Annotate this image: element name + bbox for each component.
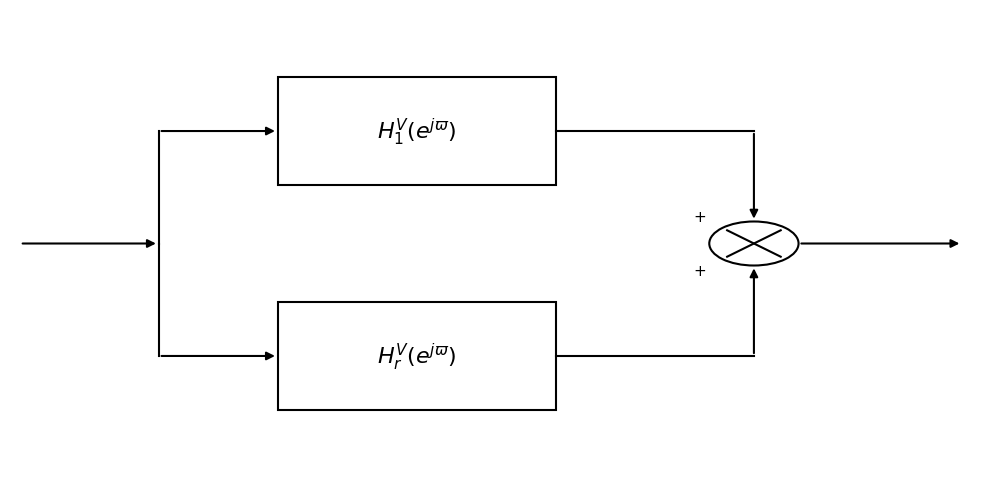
FancyBboxPatch shape bbox=[278, 303, 556, 410]
Text: $H_r^V\left(e^{j\varpi}\right)$: $H_r^V\left(e^{j\varpi}\right)$ bbox=[377, 341, 456, 372]
FancyBboxPatch shape bbox=[278, 78, 556, 185]
Text: $H_1^V\left(e^{j\varpi}\right)$: $H_1^V\left(e^{j\varpi}\right)$ bbox=[377, 116, 456, 147]
Text: +: + bbox=[693, 210, 705, 224]
Text: +: + bbox=[693, 264, 705, 278]
